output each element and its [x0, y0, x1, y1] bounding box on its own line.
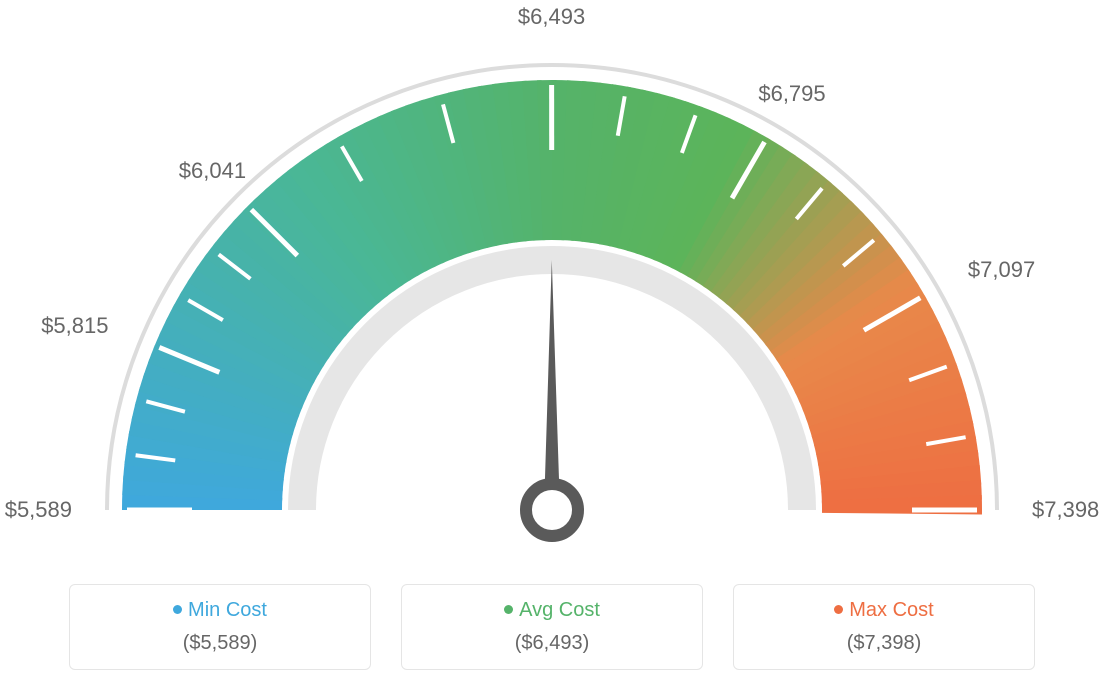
legend-title-min: Min Cost [80, 599, 360, 622]
gauge-tick-label: $6,493 [518, 4, 585, 30]
cost-gauge-chart: $5,589 $5,815 $6,041 $6,493 $6,795 $7,097 $7,3… [0, 0, 1104, 690]
legend-label-max: Max Cost [849, 599, 933, 621]
gauge-needle [544, 260, 560, 510]
legend-dot-icon [504, 605, 513, 614]
gauge-tick-label: $6,041 [179, 158, 246, 184]
gauge-tick-label: $7,097 [968, 257, 1035, 283]
legend-label-avg: Avg Cost [519, 599, 600, 621]
legend-value-min: ($5,589) [80, 632, 360, 655]
gauge-tick-label: $7,398 [1032, 497, 1099, 523]
legend-value-avg: ($6,493) [412, 632, 692, 655]
legend-title-max: Max Cost [744, 599, 1024, 622]
gauge-tick-label: $5,589 [5, 497, 72, 523]
gauge-svg [0, 0, 1104, 560]
gauge-area: $5,589 $5,815 $6,041 $6,493 $6,795 $7,097 $7,3… [0, 0, 1104, 560]
gauge-tick-label: $6,795 [758, 81, 825, 107]
legend-value-max: ($7,398) [744, 632, 1024, 655]
gauge-tick-label: $5,815 [41, 313, 108, 339]
gauge-hub [526, 484, 578, 536]
legend-box-max: Max Cost ($7,398) [733, 584, 1035, 670]
legend-label-min: Min Cost [188, 599, 267, 621]
legend-title-avg: Avg Cost [412, 599, 692, 622]
legend-box-avg: Avg Cost ($6,493) [401, 584, 703, 670]
legend-dot-icon [173, 605, 182, 614]
legend-row: Min Cost ($5,589) Avg Cost ($6,493) Max … [0, 584, 1104, 670]
legend-dot-icon [834, 605, 843, 614]
legend-box-min: Min Cost ($5,589) [69, 584, 371, 670]
